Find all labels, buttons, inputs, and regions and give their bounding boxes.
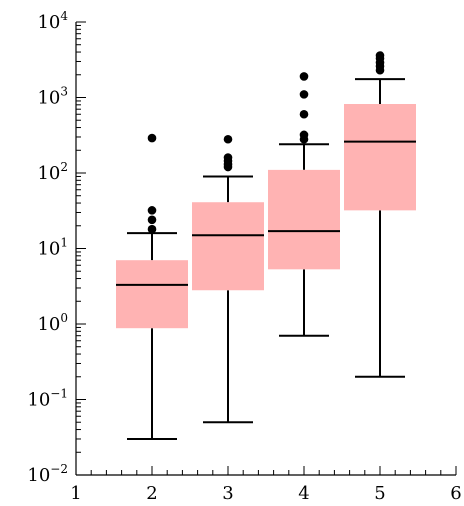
y-tick-label: 101 [37,236,68,260]
box-iqr [116,260,188,329]
outlier-point [147,133,157,143]
outlier-point [147,224,157,234]
ticks-layer [75,21,457,476]
box-group-3 [192,134,264,424]
y-tick-label: 102 [37,160,68,184]
y-tick-label: 100 [37,311,68,335]
x-tick-label: 4 [298,483,309,504]
x-tick-label: 5 [374,483,385,504]
tick-labels-layer: 1 2 3 4 5 6 10−2 10−1 100 101 102 103 104 [27,9,461,504]
boxes-layer [116,51,416,440]
outlier-point [299,109,309,119]
y-tick-label: 10−1 [27,387,68,411]
x-tick-label: 1 [70,483,81,504]
x-tick-label: 2 [146,483,157,504]
axes-layer [75,22,456,476]
outlier-point [299,72,309,81]
box-iqr [268,169,340,270]
outlier-point [147,215,157,225]
y-tick-label: 104 [37,9,68,33]
box-group-5 [344,51,416,378]
box-iqr [192,202,264,291]
outlier-point [147,206,157,215]
outlier-point [299,130,309,140]
box-group-2 [116,133,188,440]
outlier-point [299,90,309,99]
outlier-point [223,134,233,144]
box-group-4 [268,72,340,337]
y-tick-label: 10−2 [27,462,68,486]
x-tick-label: 3 [222,483,233,504]
y-tick-label: 103 [37,85,68,109]
box-iqr [344,104,416,211]
outlier-point [375,51,385,60]
x-tick-label: 6 [450,483,461,504]
outlier-point [223,153,233,162]
